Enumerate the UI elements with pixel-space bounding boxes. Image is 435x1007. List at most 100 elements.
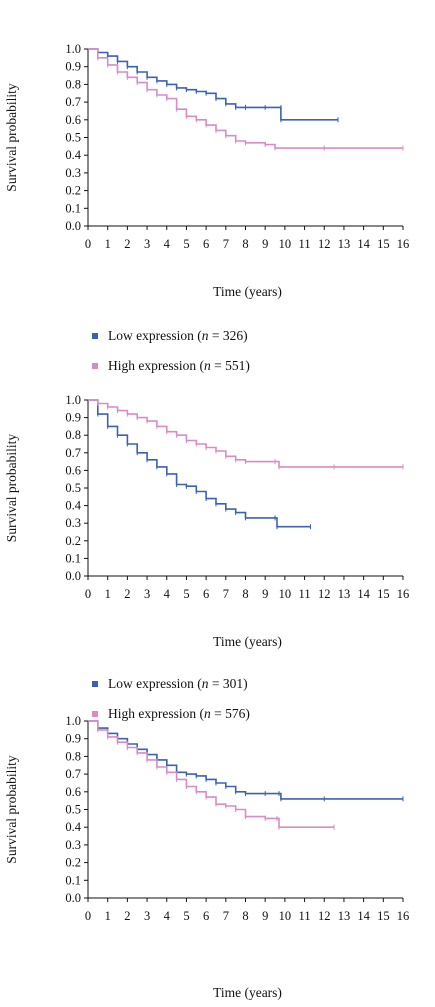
y-tick-label: 0.9 xyxy=(65,732,81,746)
x-tick-label: 3 xyxy=(144,587,150,601)
y-tick-label: 0.4 xyxy=(65,820,81,834)
x-tick-label: 3 xyxy=(144,909,150,923)
y-tick-label: 0.8 xyxy=(65,749,81,763)
x-tick-label: 7 xyxy=(223,237,229,251)
y-tick-label: 0.2 xyxy=(65,534,81,548)
legend-label: Low expression ( xyxy=(108,328,202,343)
x-tick-label: 2 xyxy=(124,237,130,251)
y-tick-label: 0.1 xyxy=(65,551,81,565)
x-tick-label: 8 xyxy=(242,909,248,923)
x-tick-label: 10 xyxy=(279,237,292,251)
y-tick-label: 1.0 xyxy=(65,714,81,728)
x-tick-label: 15 xyxy=(377,587,390,601)
x-tick-label: 2 xyxy=(124,587,130,601)
x-axis-label: Time (years) xyxy=(213,634,282,649)
y-tick-label: 0.4 xyxy=(65,499,81,513)
x-tick-label: 1 xyxy=(105,587,111,601)
x-tick-label: 4 xyxy=(164,237,171,251)
x-tick-label: 13 xyxy=(338,909,351,923)
y-tick-label: 0.9 xyxy=(65,60,81,74)
legend-count: = 326) xyxy=(208,328,247,343)
y-tick-label: 0.3 xyxy=(65,166,81,180)
x-axis-label: Time (years) xyxy=(213,985,282,1000)
y-tick-label: 0.6 xyxy=(65,785,81,799)
chart-panel-2: 0.00.10.20.30.40.50.60.70.80.91.00 1 2 3 4 5 6… xyxy=(4,328,409,649)
x-tick-label: 9 xyxy=(262,587,268,601)
x-tick-label: 10 xyxy=(279,587,292,601)
x-tick-label: 11 xyxy=(299,237,311,251)
series-line-low-expression xyxy=(88,48,338,121)
legend-entry: Low expression (n = 326) xyxy=(108,328,248,343)
y-tick-label: 0.1 xyxy=(65,873,81,887)
x-tick-label: 12 xyxy=(318,237,331,251)
x-tick-label: 5 xyxy=(183,909,189,923)
y-tick-label: 0.3 xyxy=(65,516,81,530)
series-line-high-expression xyxy=(88,48,403,149)
y-tick-label: 0.4 xyxy=(65,148,81,162)
x-tick-label: 9 xyxy=(262,909,268,923)
x-tick-label: 7 xyxy=(223,909,229,923)
legend-entry: High expression (n = 576) xyxy=(108,706,250,721)
x-tick-label: 5 xyxy=(183,587,189,601)
legend-n-symbol: n xyxy=(204,706,211,721)
y-axis-label: Survival probability xyxy=(4,755,19,864)
x-tick-label: 4 xyxy=(164,909,171,923)
y-tick-label: 0.2 xyxy=(65,856,81,870)
legend-swatch xyxy=(92,711,98,717)
x-tick-label: 14 xyxy=(357,587,370,601)
legend-entry: Low expression (n = 301) xyxy=(108,676,248,691)
legend-count: = 551) xyxy=(211,358,250,373)
x-axis-label: Time (years) xyxy=(213,284,282,299)
x-tick-label: 6 xyxy=(203,237,209,251)
y-tick-label: 1.0 xyxy=(65,42,81,56)
y-tick-label: 0.0 xyxy=(65,891,81,905)
y-tick-label: 0.2 xyxy=(65,184,81,198)
x-tick-label: 6 xyxy=(203,587,209,601)
legend-n-symbol: n xyxy=(204,358,211,373)
legend-label: Low expression ( xyxy=(108,676,202,691)
x-tick-label: 9 xyxy=(262,237,268,251)
x-tick-label: 3 xyxy=(144,237,150,251)
legend-swatch xyxy=(92,333,98,339)
y-axis-label: Survival probability xyxy=(4,434,19,543)
x-tick-label: 8 xyxy=(242,237,248,251)
x-tick-label: 16 xyxy=(397,237,410,251)
y-tick-label: 0.5 xyxy=(65,481,81,495)
y-tick-label: 0.6 xyxy=(65,463,81,477)
y-tick-label: 1.0 xyxy=(65,393,81,407)
y-tick-label: 0.9 xyxy=(65,411,81,425)
chart-panel-3: 0.00.10.20.30.40.50.60.70.80.91.00 1 2 3 4 5 6… xyxy=(4,676,409,1000)
y-tick-label: 0.3 xyxy=(65,838,81,852)
x-tick-label: 2 xyxy=(124,909,130,923)
y-tick-label: 0.7 xyxy=(65,95,81,109)
x-tick-label: 11 xyxy=(299,587,311,601)
x-tick-label: 13 xyxy=(338,587,351,601)
x-tick-label: 1 xyxy=(105,237,111,251)
x-tick-label: 16 xyxy=(397,909,410,923)
x-tick-label: 11 xyxy=(299,909,311,923)
y-tick-label: 0.0 xyxy=(65,219,81,233)
y-tick-label: 0.7 xyxy=(65,446,81,460)
legend-label: High expression ( xyxy=(108,358,204,373)
series-line-high-expression xyxy=(88,720,335,828)
series-line-low-expression xyxy=(88,720,403,800)
legend-label: High expression ( xyxy=(108,706,204,721)
y-axis-label: Survival probability xyxy=(4,83,19,192)
x-tick-label: 5 xyxy=(183,237,189,251)
chart-panel-1: 0.00.10.20.30.40.50.60.70.80.91.00 1 2 3 4 5 6… xyxy=(4,42,409,299)
y-tick-label: 0.8 xyxy=(65,77,81,91)
x-tick-label: 1 xyxy=(105,909,111,923)
series-line-low-expression xyxy=(88,399,311,528)
y-tick-label: 0.8 xyxy=(65,428,81,442)
x-tick-label: 0 xyxy=(85,237,91,251)
x-tick-label: 0 xyxy=(85,909,91,923)
legend-count: = 301) xyxy=(208,676,247,691)
y-tick-label: 0.5 xyxy=(65,803,81,817)
x-tick-label: 15 xyxy=(377,909,390,923)
x-tick-label: 16 xyxy=(397,587,410,601)
x-tick-label: 7 xyxy=(223,587,229,601)
x-tick-label: 6 xyxy=(203,909,209,923)
legend-swatch xyxy=(92,363,98,369)
x-tick-label: 15 xyxy=(377,237,390,251)
